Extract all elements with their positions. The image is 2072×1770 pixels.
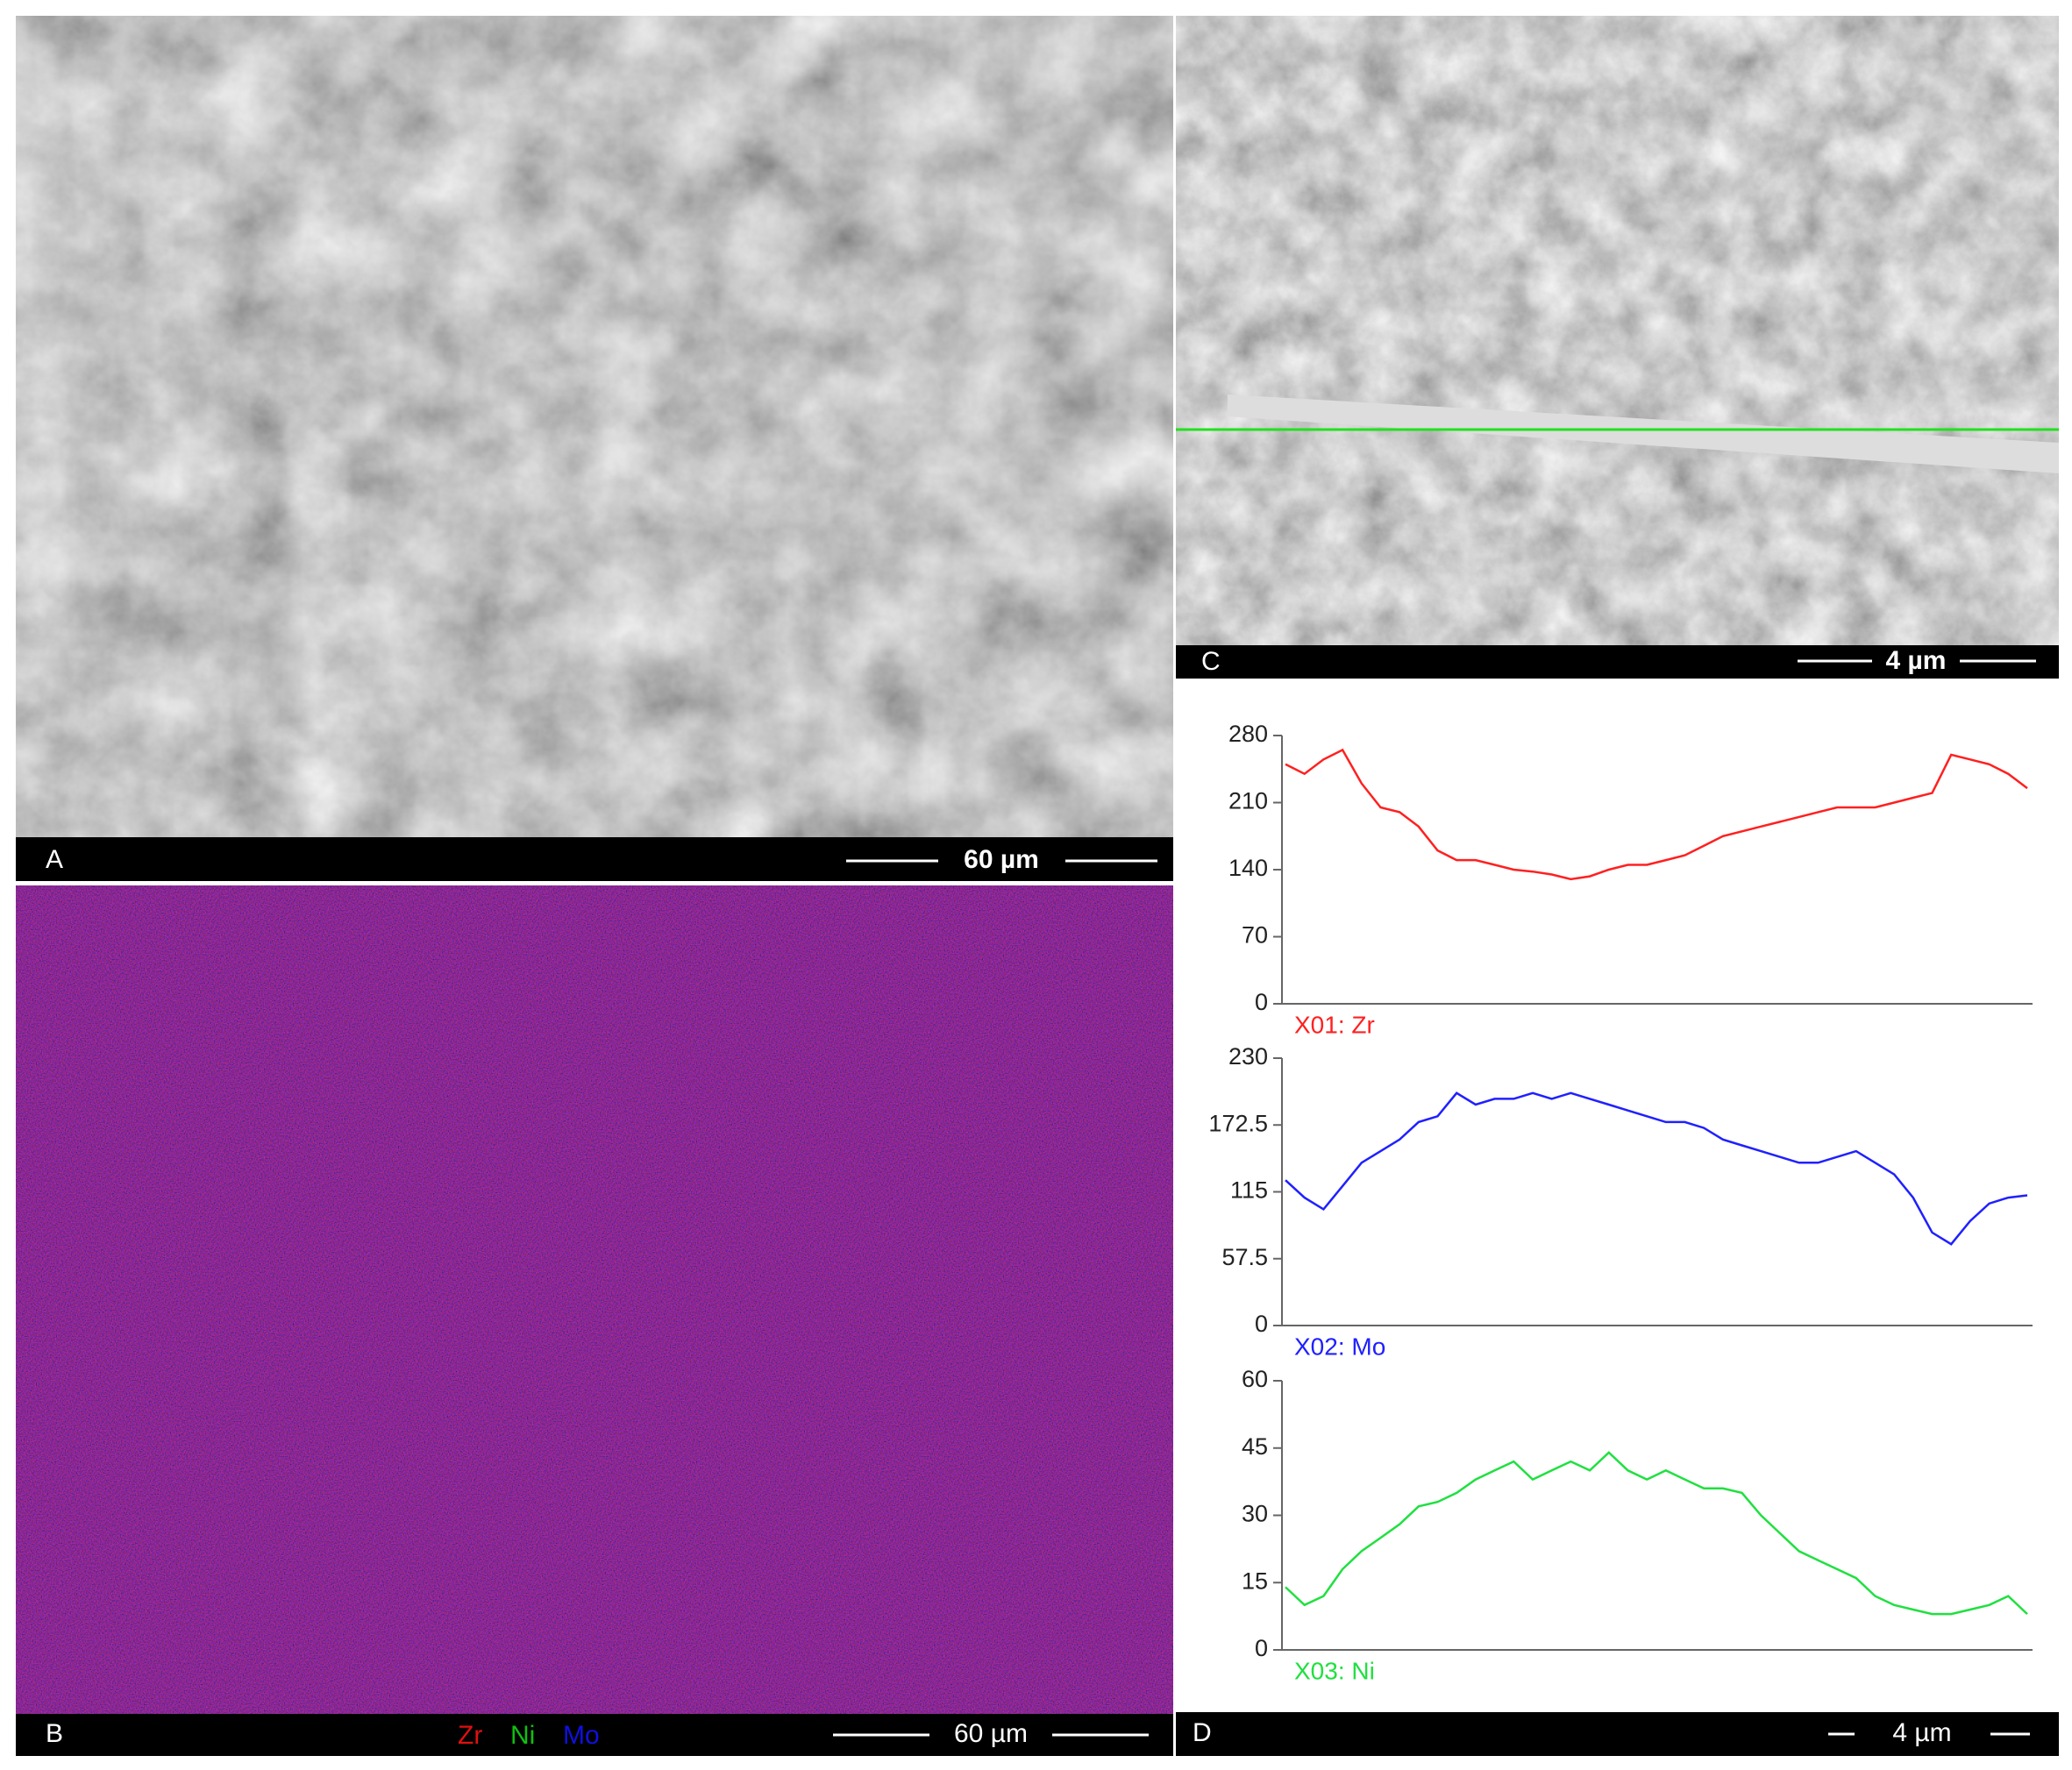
panel-label: C — [1201, 647, 1221, 676]
scale-bar-label: 60 µm — [954, 1719, 1028, 1748]
legend-entry: Ni — [510, 1721, 535, 1750]
series-label: X02: Mo — [1294, 1333, 1385, 1360]
y-tick-label: 0 — [1255, 1311, 1268, 1337]
y-tick-label: 60 — [1242, 1366, 1268, 1392]
profile-line — [1285, 748, 2028, 881]
y-tick-label: 280 — [1228, 721, 1268, 747]
legend-entry: Zr — [458, 1721, 482, 1750]
scale-bar-gap — [929, 1720, 1052, 1750]
scale-bar-label: 4 µm — [1892, 1718, 1951, 1747]
sem-image-a — [16, 16, 1173, 837]
scale-bar-label: 4 µm — [1886, 646, 1947, 675]
eds-map — [16, 885, 1173, 1714]
scale-bar-gap — [1855, 1718, 1990, 1750]
panel-label: D — [1193, 1718, 1212, 1747]
panel-label: B — [46, 1719, 63, 1748]
y-tick-label: 115 — [1230, 1177, 1268, 1204]
line-profiles: 0 70 140 210 280 X01: Zr 0 57.5 115 172.5 230 X02: … — [1208, 721, 2033, 1684]
series-label: X01: Zr — [1294, 1011, 1375, 1038]
y-tick-label: 210 — [1228, 788, 1268, 814]
profile-line — [1285, 1091, 2028, 1246]
scale-bar-gap — [938, 845, 1065, 877]
y-tick-label: 140 — [1228, 855, 1268, 881]
y-tick-label: 57.5 — [1221, 1244, 1268, 1270]
legend-entry: Mo — [563, 1721, 600, 1750]
y-tick-label: 70 — [1242, 922, 1268, 949]
y-tick-label: 15 — [1242, 1567, 1268, 1594]
scale-bar-gap — [1872, 649, 1960, 675]
series-label: X03: Ni — [1294, 1657, 1375, 1684]
panel-label: A — [46, 845, 63, 874]
sem-image-c — [1176, 16, 2059, 645]
y-tick-label: 0 — [1255, 1635, 1268, 1661]
y-tick-label: 230 — [1228, 1043, 1268, 1070]
y-tick-label: 30 — [1242, 1501, 1268, 1527]
y-tick-label: 172.5 — [1208, 1110, 1268, 1136]
legend: Zr Ni Mo — [458, 1721, 600, 1750]
y-tick-label: 45 — [1242, 1433, 1268, 1460]
scale-bar-label: 60 µm — [964, 845, 1039, 874]
nanowire — [1228, 395, 2059, 473]
profile-line — [1285, 1451, 2028, 1616]
y-tick-label: 0 — [1255, 989, 1268, 1015]
